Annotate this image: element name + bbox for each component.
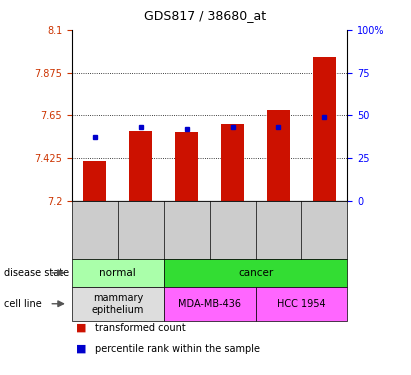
Text: percentile rank within the sample: percentile rank within the sample [95, 344, 259, 354]
Text: ■: ■ [76, 323, 87, 333]
Bar [129, 131, 152, 201]
Text: MDA-MB-436: MDA-MB-436 [178, 299, 241, 309]
Bar [221, 124, 244, 201]
Text: cell line: cell line [4, 299, 42, 309]
Text: mammary
epithelium: mammary epithelium [92, 293, 144, 315]
Text: transformed count: transformed count [95, 323, 185, 333]
Text: HCC 1954: HCC 1954 [277, 299, 326, 309]
Text: ■: ■ [76, 344, 87, 354]
Bar [83, 161, 106, 201]
Text: normal: normal [99, 268, 136, 278]
Bar [313, 57, 336, 201]
Bar [267, 110, 290, 201]
Text: GDS817 / 38680_at: GDS817 / 38680_at [144, 9, 267, 22]
Text: disease state: disease state [4, 268, 69, 278]
Bar [175, 132, 198, 201]
Text: cancer: cancer [238, 268, 273, 278]
